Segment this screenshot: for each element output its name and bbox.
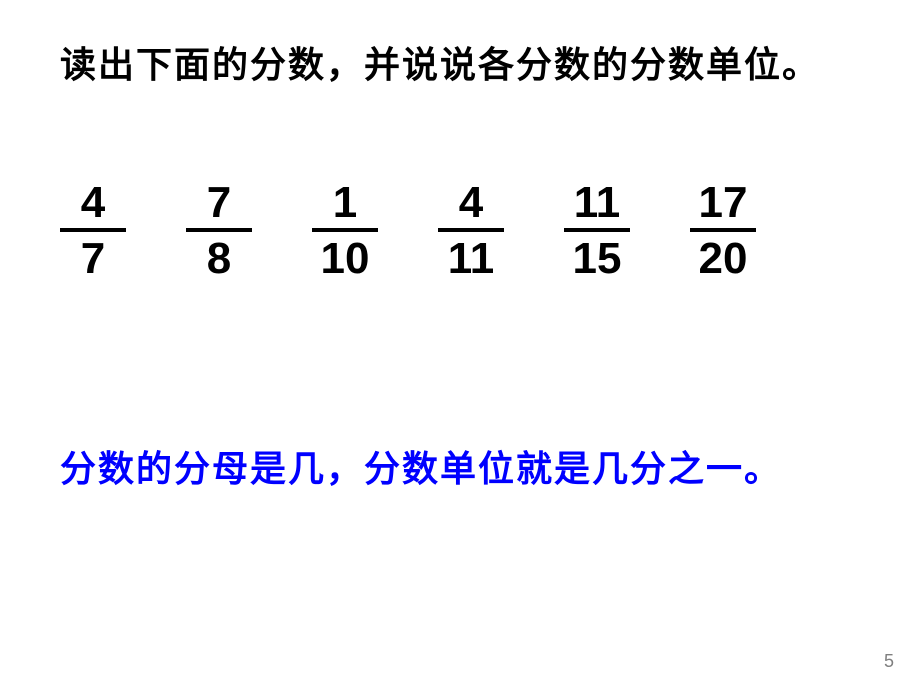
slide-page: 读出下面的分数，并说说各分数的分数单位。 4 7 7 8 1 10 4 11 1… <box>0 0 920 690</box>
fraction-item: 11 15 <box>564 180 630 282</box>
fraction-item: 17 20 <box>690 180 756 282</box>
fraction-bar <box>312 228 378 232</box>
fraction-item: 4 11 <box>438 180 504 282</box>
fraction-bar <box>438 228 504 232</box>
fraction-bar <box>186 228 252 232</box>
fraction-numerator: 4 <box>459 180 483 226</box>
fraction-denominator: 11 <box>448 236 495 282</box>
fraction-denominator: 20 <box>699 236 748 282</box>
fraction-bar <box>60 228 126 232</box>
fraction-bar <box>690 228 756 232</box>
instruction-text: 读出下面的分数，并说说各分数的分数单位。 <box>60 36 860 88</box>
fraction-numerator: 1 <box>333 180 357 226</box>
fraction-item: 7 8 <box>186 180 252 282</box>
conclusion-text: 分数的分母是几，分数单位就是几分之一。 <box>60 440 860 492</box>
page-number: 5 <box>884 651 894 672</box>
fractions-row: 4 7 7 8 1 10 4 11 11 15 17 20 <box>60 180 860 282</box>
fraction-denominator: 10 <box>321 236 370 282</box>
fraction-denominator: 7 <box>81 236 105 282</box>
fraction-numerator: 11 <box>574 180 621 226</box>
fraction-numerator: 4 <box>81 180 105 226</box>
fraction-numerator: 7 <box>207 180 231 226</box>
fraction-bar <box>564 228 630 232</box>
fraction-numerator: 17 <box>699 180 748 226</box>
fraction-denominator: 8 <box>207 236 231 282</box>
fraction-denominator: 15 <box>573 236 622 282</box>
fraction-item: 4 7 <box>60 180 126 282</box>
fraction-item: 1 10 <box>312 180 378 282</box>
